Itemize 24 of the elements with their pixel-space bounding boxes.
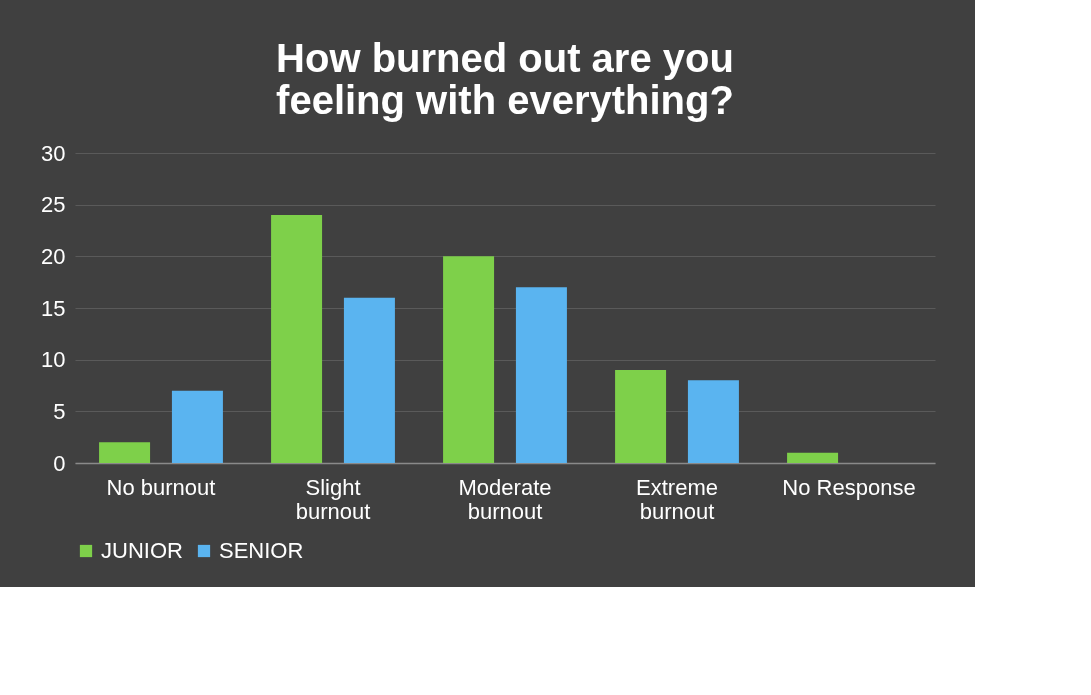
y-tick-label: 20 (41, 243, 66, 269)
x-tick-label: No Response (782, 474, 916, 500)
bar (787, 452, 839, 463)
bar (171, 390, 223, 463)
legend-label: JUNIOR (101, 538, 183, 563)
bar (515, 287, 567, 463)
bar (343, 297, 395, 463)
x-tick-label: Extreme burnout (636, 474, 718, 524)
bar (687, 380, 739, 463)
x-tick-label: Slight burnout (295, 474, 371, 524)
bar (615, 370, 667, 463)
y-tick-label: 15 (41, 295, 66, 321)
y-tick-label: 10 (41, 347, 66, 373)
bar (99, 442, 151, 463)
y-tick-label: 5 (53, 398, 66, 424)
text: How burned out are you (276, 36, 734, 80)
y-tick-label: 0 (53, 450, 66, 476)
y-tick-label: 25 (41, 192, 66, 218)
x-tick-label: Moderate burnout (458, 474, 552, 524)
bar (271, 215, 323, 463)
legend-label: SENIOR (219, 538, 304, 563)
y-tick-label: 30 (41, 140, 66, 166)
x-tick-label: No burnout (106, 474, 216, 500)
bar (443, 256, 495, 463)
